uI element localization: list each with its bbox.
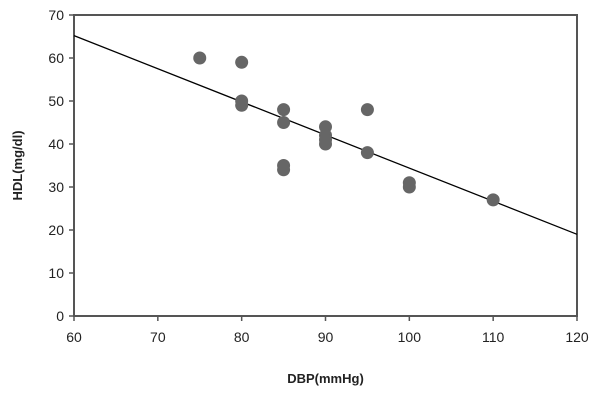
data-point [193,51,207,65]
x-tick-label: 90 [318,329,334,345]
data-point [402,180,416,194]
data-point [360,146,374,160]
y-tick-label: 30 [48,179,64,195]
y-axis-title: HDL(mg/dl) [10,130,25,200]
y-tick-label: 50 [48,93,64,109]
x-axis-title: DBP(mmHg) [287,371,364,386]
data-point [277,103,291,117]
plot-area-border [73,14,578,317]
data-points [193,51,500,207]
y-tick-label: 20 [48,222,64,238]
data-point [277,163,291,177]
y-tick-label: 60 [48,50,64,66]
data-point [486,193,500,207]
data-point [360,103,374,117]
y-axis: 0 10 20 30 40 50 60 70 [48,7,74,324]
data-point [235,98,249,112]
data-point [235,55,249,69]
y-tick-label: 40 [48,136,64,152]
x-tick-label: 100 [398,329,422,345]
y-tick-label: 70 [48,7,64,23]
x-tick-label: 80 [234,329,250,345]
data-point [277,116,291,129]
x-axis: 60 70 80 90 100 110 120 [66,316,589,345]
y-tick-label: 10 [48,265,64,281]
y-tick-label: 0 [56,308,64,324]
plot-frame [73,14,578,317]
x-tick-label: 60 [66,329,82,345]
x-tick-label: 120 [565,329,589,345]
data-point [319,137,332,151]
x-tick-label: 70 [150,329,166,345]
x-tick-label: 110 [482,329,505,345]
